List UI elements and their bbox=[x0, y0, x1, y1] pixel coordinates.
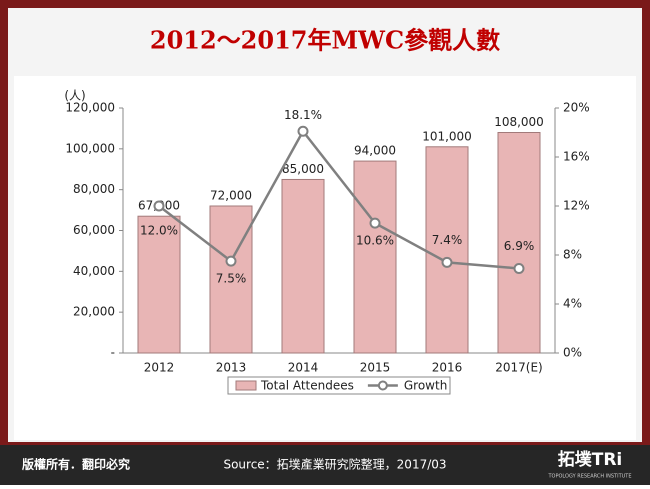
y-tick-label: 20,000 bbox=[73, 305, 115, 319]
growth-point bbox=[513, 262, 525, 274]
growth-point bbox=[369, 217, 381, 229]
growth-point bbox=[153, 200, 165, 212]
x-tick-label: 2015 bbox=[360, 361, 391, 375]
bar bbox=[425, 146, 469, 354]
logo: 拓墣TRi bbox=[558, 450, 623, 470]
legend-label: Total Attendees bbox=[260, 379, 354, 393]
y-tick-label: 60,000 bbox=[73, 223, 115, 237]
growth-value-label: 12.0% bbox=[140, 224, 178, 238]
legend-box bbox=[227, 376, 451, 395]
legend-label: Growth bbox=[404, 379, 447, 393]
growth-value-label: 7.5% bbox=[216, 272, 247, 286]
growth-value-label: 18.1% bbox=[284, 108, 322, 122]
x-tick-label: 2012 bbox=[144, 361, 175, 375]
x-tick-label: 2014 bbox=[288, 361, 319, 375]
bar bbox=[497, 132, 541, 354]
footer-rights: 版權所有．翻印必究 bbox=[22, 457, 130, 472]
bar-value-label: 94,000 bbox=[354, 144, 396, 158]
footer-source: Source：拓墣產業研究院整理，2017/03 bbox=[223, 457, 446, 472]
y-tick-label: 80,000 bbox=[73, 182, 115, 196]
bar-value-label: 72,000 bbox=[210, 189, 252, 203]
bar bbox=[353, 160, 397, 354]
y2-tick-label: 4% bbox=[563, 297, 582, 311]
bar bbox=[281, 178, 325, 354]
y2-tick-label: 8% bbox=[563, 248, 582, 262]
y2-tick-label: 20% bbox=[563, 101, 590, 115]
y-tick-label: 120,000 bbox=[65, 101, 115, 115]
x-tick-label: 2016 bbox=[432, 361, 463, 375]
bar-value-label: 101,000 bbox=[422, 129, 472, 143]
x-tick-label: 2013 bbox=[216, 361, 247, 375]
y-unit: (人) bbox=[64, 89, 85, 103]
legend-swatch bbox=[235, 380, 257, 391]
logo-sub: TOPOLOGY RESEARCH INSTITUTE bbox=[547, 474, 631, 480]
x-tick-label: 2017(E) bbox=[495, 361, 542, 375]
growth-value-label: 7.4% bbox=[432, 233, 463, 247]
growth-point bbox=[441, 256, 453, 268]
y-tick-label: 100,000 bbox=[65, 141, 115, 155]
y2-tick-label: 0% bbox=[563, 346, 582, 360]
growth-value-label: 10.6% bbox=[356, 234, 394, 248]
y2-tick-label: 16% bbox=[563, 150, 590, 164]
growth-point bbox=[297, 125, 309, 137]
bar bbox=[137, 215, 181, 354]
y2-tick-label: 12% bbox=[563, 199, 590, 213]
growth-line bbox=[158, 129, 520, 270]
footer-bar bbox=[0, 445, 650, 485]
y-tick-label: - bbox=[111, 346, 115, 360]
growth-value-label: 6.9% bbox=[504, 239, 535, 253]
bar-value-label: 108,000 bbox=[494, 115, 544, 129]
growth-point bbox=[225, 255, 237, 267]
y-tick-label: 40,000 bbox=[73, 264, 115, 278]
chart-title: 2012～2017年MWC參觀人數 bbox=[150, 26, 500, 55]
legend-marker bbox=[377, 380, 388, 391]
bar bbox=[209, 205, 253, 354]
bar-value-label: 85,000 bbox=[282, 162, 324, 176]
